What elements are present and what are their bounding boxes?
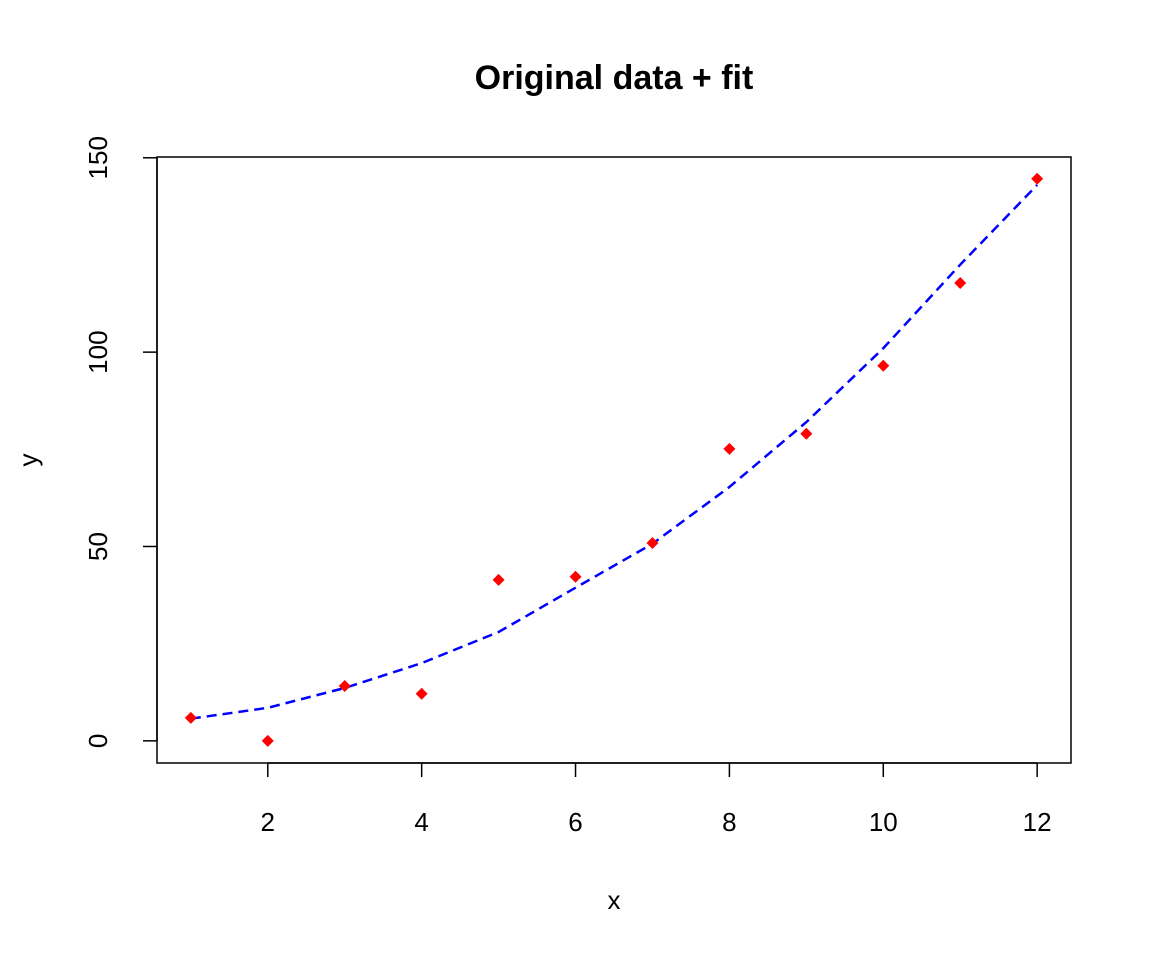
data-point bbox=[261, 734, 274, 747]
data-point bbox=[569, 570, 582, 583]
data-point bbox=[415, 687, 428, 700]
x-tick-label: 2 bbox=[261, 807, 275, 837]
x-axis-label: x bbox=[608, 885, 621, 915]
data-point bbox=[1031, 172, 1044, 185]
y-tick-label: 100 bbox=[83, 330, 113, 373]
chart-title: Original data + fit bbox=[475, 59, 754, 97]
y-axis-label: y bbox=[13, 454, 43, 467]
x-tick-label: 4 bbox=[414, 807, 428, 837]
data-point bbox=[492, 573, 505, 586]
plot-frame bbox=[156, 156, 1072, 764]
data-point bbox=[646, 536, 659, 549]
data-point bbox=[877, 359, 890, 372]
data-point bbox=[954, 276, 967, 289]
x-tick-label: 6 bbox=[568, 807, 582, 837]
y-tick-label: 150 bbox=[83, 136, 113, 179]
x-tick-label: 8 bbox=[722, 807, 736, 837]
data-point bbox=[723, 442, 736, 455]
y-tick-label: 50 bbox=[83, 532, 113, 561]
y-tick-label: 0 bbox=[83, 734, 113, 748]
data-point bbox=[184, 711, 197, 724]
fit-line bbox=[190, 184, 1039, 720]
x-tick-label: 10 bbox=[869, 807, 898, 837]
data-point bbox=[800, 427, 813, 440]
data-point bbox=[338, 680, 351, 693]
x-tick-label: 12 bbox=[1023, 807, 1052, 837]
